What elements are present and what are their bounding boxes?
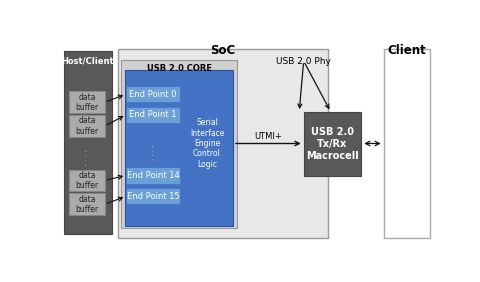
Text: End Point 15: End Point 15 [127, 192, 180, 201]
Text: End Point 1: End Point 1 [130, 110, 177, 119]
FancyBboxPatch shape [126, 168, 180, 184]
Text: UTMI+: UTMI+ [255, 133, 282, 142]
Text: · · · ·: · · · · [84, 150, 90, 166]
FancyBboxPatch shape [126, 188, 180, 204]
FancyBboxPatch shape [126, 86, 180, 102]
Text: data
buffer: data buffer [75, 92, 98, 112]
Text: data
buffer: data buffer [75, 195, 98, 214]
Text: data
buffer: data buffer [75, 171, 98, 190]
Text: Client: Client [388, 44, 426, 57]
FancyBboxPatch shape [64, 51, 112, 233]
FancyBboxPatch shape [69, 91, 105, 113]
FancyBboxPatch shape [126, 107, 180, 123]
FancyBboxPatch shape [384, 49, 430, 238]
Text: Host/Client: Host/Client [61, 57, 114, 66]
FancyBboxPatch shape [69, 193, 105, 215]
FancyBboxPatch shape [121, 60, 237, 228]
Text: End Point 0: End Point 0 [130, 90, 177, 99]
FancyBboxPatch shape [69, 169, 105, 191]
Text: USB 2.0 Phy: USB 2.0 Phy [276, 57, 331, 66]
Text: End Point 14: End Point 14 [127, 171, 180, 180]
FancyBboxPatch shape [118, 49, 328, 238]
Text: Serial
Interface
Engine
Control
Logic: Serial Interface Engine Control Logic [190, 118, 224, 169]
FancyBboxPatch shape [125, 70, 233, 226]
FancyBboxPatch shape [69, 115, 105, 137]
FancyBboxPatch shape [304, 112, 361, 176]
Text: SoC: SoC [210, 44, 235, 57]
Text: USB 2.0 CORE: USB 2.0 CORE [146, 64, 212, 73]
Text: data
buffer: data buffer [75, 116, 98, 136]
Text: · · · ·: · · · · [151, 144, 157, 160]
Text: USB 2.0
Tx/Rx
Macrocell: USB 2.0 Tx/Rx Macrocell [306, 127, 359, 161]
